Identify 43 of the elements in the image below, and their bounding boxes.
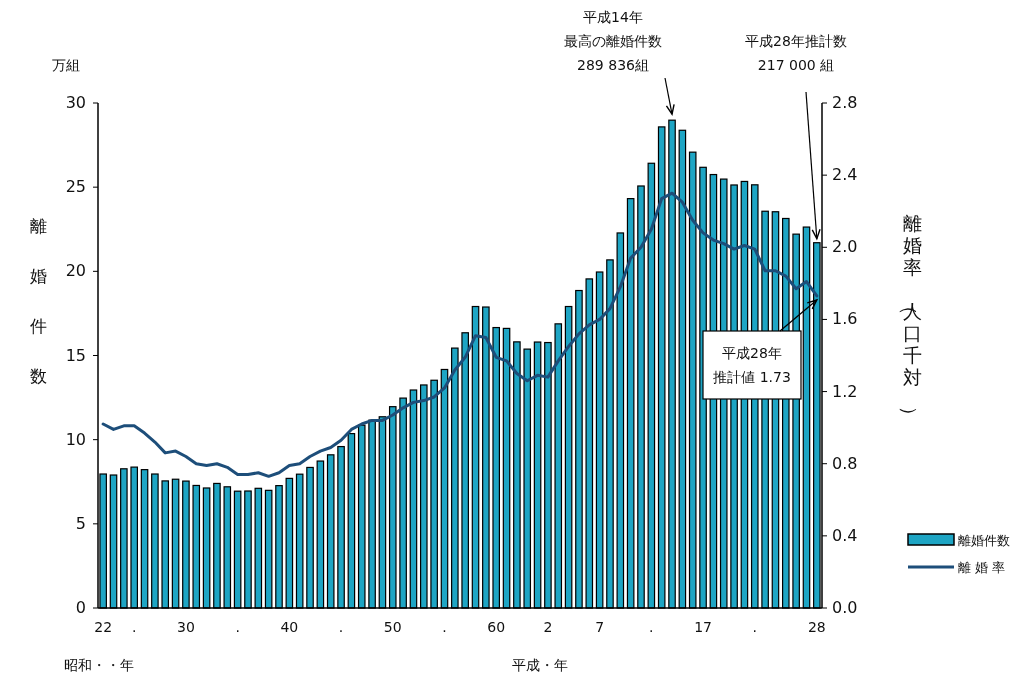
- x-tick-label: .: [131, 619, 137, 635]
- annotation: 推計値 1.73: [713, 369, 791, 385]
- x-tick-label: 2: [543, 619, 553, 635]
- y-tick-label: 25: [65, 177, 86, 197]
- x-axis-title: 昭和・・年: [64, 657, 134, 673]
- annotation: 平成28年: [722, 345, 782, 361]
- legend-label: 離 婚 率: [958, 560, 1006, 575]
- text: 最高の離婚件数: [564, 33, 662, 49]
- x-tick-label: 28: [807, 619, 826, 635]
- y2-tick-label: 0.0: [832, 598, 858, 617]
- y-tick-label: 10: [65, 429, 86, 449]
- y2-tick-label: 0.4: [832, 525, 858, 545]
- text: 289 836組: [577, 57, 649, 73]
- text: 平成28年推計数: [745, 33, 847, 49]
- y-tick-label: 20: [65, 261, 86, 281]
- text: 万組: [52, 57, 80, 73]
- x-tick-label: 17: [694, 619, 712, 635]
- x-tick-label: 7: [595, 619, 605, 635]
- y2-tick-label: 1.6: [832, 309, 858, 329]
- x-tick-label: .: [442, 619, 447, 635]
- y2-tick-label: 2.4: [832, 165, 858, 185]
- text: 平成14年: [583, 9, 643, 25]
- y2-tick-label: 2.0: [832, 237, 858, 257]
- text: 217 000 組: [757, 57, 835, 73]
- y-axis-title: 離婚件数: [29, 216, 47, 386]
- x-tick-label: .: [235, 619, 240, 635]
- y2-tick-label: 0.8: [832, 453, 858, 473]
- x-tick-label: 60: [487, 619, 506, 635]
- y-tick-label: 15: [65, 345, 86, 365]
- y2-tick-label: 2.8: [832, 93, 858, 112]
- y-tick-label: 5: [75, 513, 86, 533]
- y-tick-label: 30: [65, 93, 86, 112]
- x-tick-label: .: [752, 619, 757, 635]
- x-tick-label: .: [649, 619, 654, 635]
- legend-label: 離婚件数: [958, 533, 1010, 548]
- x-tick-label: 50: [383, 619, 402, 635]
- x-tick-label: 30: [177, 619, 195, 635]
- x-tick-label: 22: [94, 619, 113, 635]
- text: 平成・年: [512, 657, 568, 673]
- x-tick-label: .: [338, 619, 344, 635]
- y-tick-label: 0: [75, 598, 86, 617]
- y2-tick-label: 1.2: [832, 381, 858, 401]
- x-tick-label: 40: [280, 619, 299, 635]
